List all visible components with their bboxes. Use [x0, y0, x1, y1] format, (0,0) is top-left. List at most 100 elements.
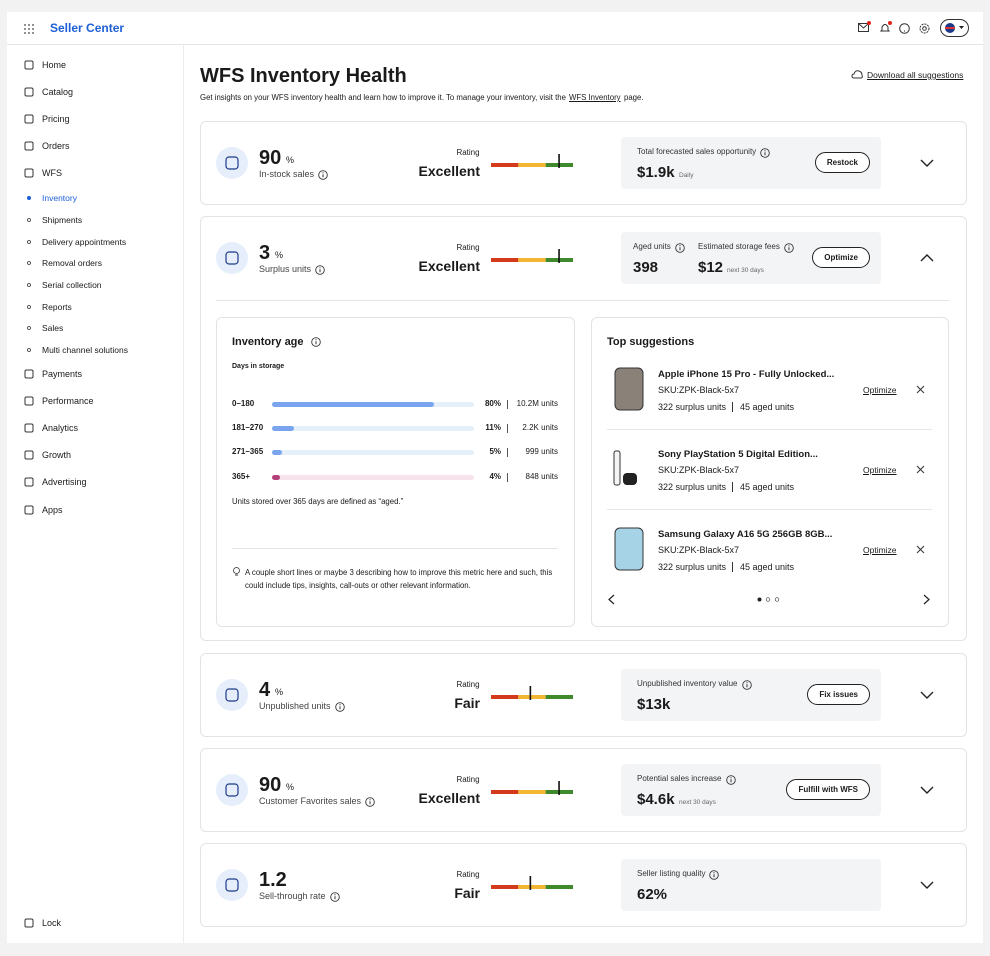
nav-subitem[interactable]: Removal orders — [42, 258, 102, 269]
pagination — [757, 597, 781, 602]
age-percent: 5% — [452, 447, 501, 457]
age-track — [272, 426, 474, 431]
settings-icon — [919, 23, 930, 34]
nav-subitem[interactable]: Reports — [42, 302, 72, 313]
panel-title: Top suggestions — [607, 336, 694, 349]
rating-label: Rating — [455, 775, 481, 785]
rating-gauge — [491, 249, 573, 265]
nav-item[interactable]: Orders — [42, 141, 70, 152]
stat-value: $4.6k — [637, 791, 675, 808]
metric-label: Customer Favorites sales — [259, 796, 361, 807]
units-separator — [732, 402, 733, 412]
age-range: 181–270 — [232, 423, 263, 433]
metric-icon — [216, 147, 248, 179]
optimize-link[interactable]: Optimize — [863, 385, 897, 396]
action-button[interactable]: Fulfill with WFS — [786, 779, 870, 800]
product-aged: 45 aged units — [740, 402, 794, 413]
nav-subitem[interactable]: Multi channel solutions — [42, 345, 128, 356]
action-button[interactable]: Fix issues — [807, 684, 870, 705]
product-surplus: 322 surplus units — [658, 402, 726, 413]
action-button[interactable]: Optimize — [812, 247, 870, 268]
nav-item[interactable]: WFS — [42, 168, 62, 179]
metric-icon — [216, 679, 248, 711]
nav-item[interactable]: Lock — [42, 918, 61, 929]
nav-subitem[interactable]: Shipments — [42, 215, 82, 226]
subtitle-link[interactable]: WFS Inventory — [569, 93, 621, 103]
page-subtitle: Get insights on your WFS inventory healt… — [200, 93, 566, 103]
product-name: Samsung Galaxy A16 5G 256GB 8GB... — [658, 529, 832, 541]
app: Seller Center Home Catalog Pricing Orders WFS… — [7, 12, 983, 943]
nav-subitem[interactable]: Delivery appointments — [42, 237, 126, 248]
product-sku: SKU:ZPK-Black-5x7 — [658, 545, 739, 556]
age-range: 0–180 — [232, 399, 254, 409]
nav-item[interactable]: Pricing — [42, 114, 70, 125]
metric-icon — [216, 774, 248, 806]
nav-icon — [24, 918, 34, 928]
rating-value: Excellent — [380, 790, 480, 806]
product-surplus: 322 surplus units — [658, 562, 726, 573]
metric-unit: % — [286, 155, 294, 166]
nav-bullet — [27, 240, 31, 244]
nav-icon — [24, 369, 34, 379]
nav-item[interactable]: Analytics — [42, 423, 78, 434]
stat-value: $12 — [698, 259, 723, 276]
nav-icon — [24, 87, 34, 97]
item-divider — [607, 509, 932, 510]
stat-label: Estimated storage fees — [698, 242, 780, 252]
age-track — [272, 450, 474, 455]
stat-value: 398 — [633, 259, 658, 276]
stat-value: $13k — [637, 696, 670, 713]
chevron[interactable] — [920, 881, 934, 889]
cloud-icon — [852, 70, 863, 79]
top-bar-divider — [7, 44, 983, 45]
nav-item[interactable]: Home — [42, 60, 66, 71]
nav-icon — [24, 141, 34, 151]
panel-title: Inventory age — [232, 336, 304, 349]
rating-value: Fair — [380, 885, 480, 901]
nav-subitem[interactable]: Serial collection — [42, 280, 102, 291]
age-range: 271–365 — [232, 447, 263, 457]
product-name: Apple iPhone 15 Pro - Fully Unlocked... — [658, 369, 834, 381]
nav-bullet — [27, 218, 31, 222]
info-icon — [311, 337, 321, 347]
nav-icon — [24, 450, 34, 460]
nav-bullet — [27, 261, 31, 265]
nav-item[interactable]: Advertising — [42, 477, 87, 488]
units-separator — [732, 562, 733, 572]
nav-subitem[interactable]: Sales — [42, 323, 63, 334]
metric-label: In-stock sales — [259, 169, 314, 180]
brand[interactable]: Seller Center — [50, 21, 124, 35]
nav-item[interactable]: Growth — [42, 450, 71, 461]
apps-icon — [24, 24, 34, 34]
optimize-link[interactable]: Optimize — [863, 545, 897, 556]
nav-item[interactable]: Payments — [42, 369, 82, 380]
chevron[interactable] — [920, 691, 934, 699]
chevron[interactable] — [920, 786, 934, 794]
age-note: Units stored over 365 days are defined a… — [232, 497, 403, 507]
stat-label: Unpublished inventory value — [637, 679, 738, 689]
nav-icon — [24, 505, 34, 515]
page-title: WFS Inventory Health — [200, 65, 407, 87]
product-image — [611, 367, 647, 411]
tip-divider — [232, 548, 558, 549]
product-aged: 45 aged units — [740, 482, 794, 493]
metric-icon — [216, 869, 248, 901]
chevron[interactable] — [920, 254, 934, 262]
optimize-link[interactable]: Optimize — [863, 465, 897, 476]
metric-value: 1.2 — [259, 869, 287, 891]
nav-item[interactable]: Performance — [42, 396, 94, 407]
download-link[interactable]: Download all suggestions — [867, 70, 963, 81]
nav-item[interactable]: Apps — [42, 505, 63, 516]
info-icon — [318, 170, 328, 180]
action-button[interactable]: Restock — [815, 152, 870, 173]
stat-note: next 30 days — [727, 267, 764, 276]
info-icon — [784, 243, 794, 253]
rating-gauge — [491, 781, 573, 797]
nav-icon — [24, 396, 34, 406]
product-image — [611, 447, 647, 491]
nav-subitem[interactable]: Inventory — [42, 193, 77, 204]
bell-icon — [880, 22, 891, 34]
stat-label: Total forecasted sales opportunity — [637, 147, 756, 157]
nav-item[interactable]: Catalog — [42, 87, 73, 98]
chevron[interactable] — [920, 159, 934, 167]
